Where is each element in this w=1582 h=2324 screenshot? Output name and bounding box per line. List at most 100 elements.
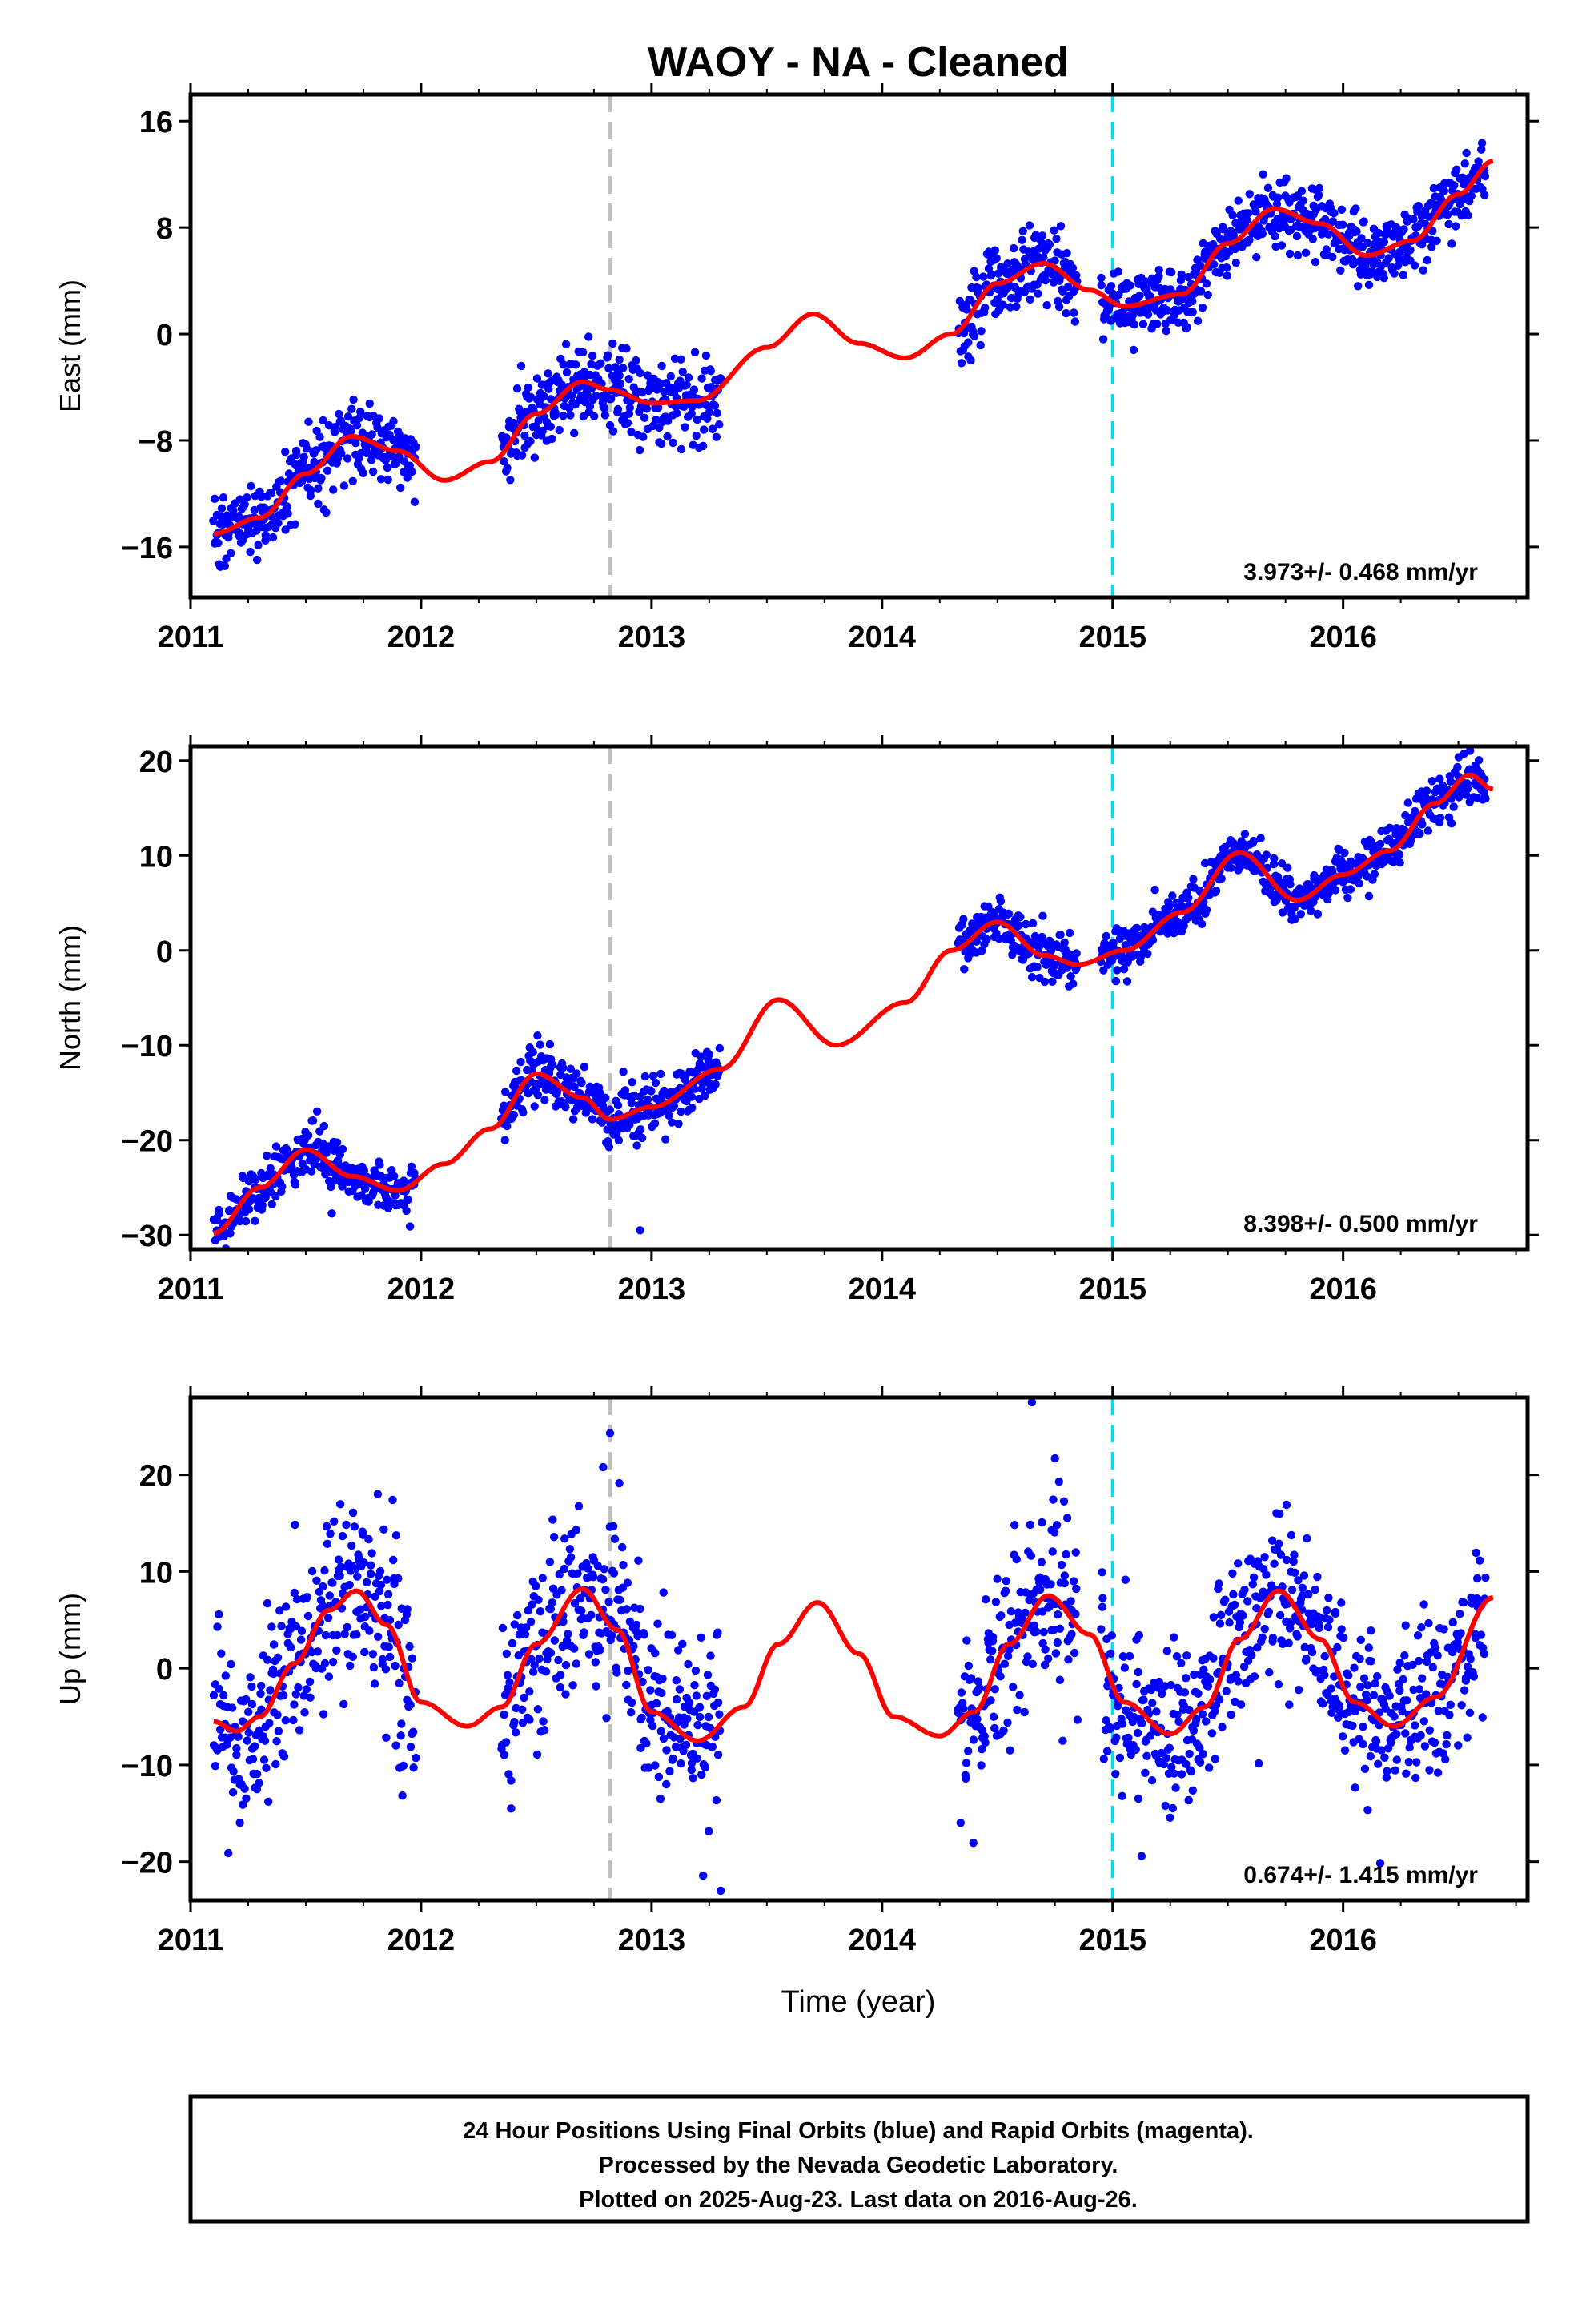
up-data-point	[1463, 1733, 1472, 1742]
north-data-point	[1422, 786, 1431, 795]
up-data-point	[364, 1534, 373, 1544]
east-data-point	[410, 497, 420, 506]
up-data-point	[687, 1765, 696, 1775]
east-data-point	[329, 485, 338, 494]
east-data-point	[677, 355, 685, 364]
east-data-point	[701, 351, 711, 360]
north-data-point	[588, 1115, 597, 1124]
east-data-point	[1072, 271, 1081, 280]
north-data-point	[548, 1060, 557, 1069]
up-data-point	[395, 1679, 404, 1688]
up-data-point	[1356, 1683, 1365, 1691]
up-data-point	[1367, 1657, 1375, 1666]
east-data-point	[1222, 263, 1231, 272]
up-data-point	[549, 1533, 559, 1542]
up-data-point	[325, 1591, 334, 1600]
east-data-point	[1364, 280, 1374, 289]
up-data-point	[361, 1612, 370, 1622]
east-data-point	[1367, 267, 1376, 276]
up-data-point	[1355, 1655, 1364, 1663]
up-data-point	[399, 1761, 408, 1771]
north-data-point	[1165, 903, 1174, 911]
east-data-point	[604, 351, 612, 360]
east-data-point	[383, 463, 392, 472]
north-data-point	[1030, 931, 1040, 941]
up-data-point	[1307, 1647, 1317, 1657]
up-data-point	[350, 1522, 359, 1531]
up-data-point	[376, 1580, 386, 1590]
up-data-point	[1098, 1602, 1107, 1611]
up-data-point	[263, 1598, 272, 1608]
up-data-point	[1395, 1686, 1404, 1695]
east-data-point	[1314, 191, 1323, 199]
up-data-point	[696, 1712, 705, 1722]
up-data-point	[227, 1659, 235, 1669]
north-data-point	[711, 1080, 720, 1089]
east-data-point	[1299, 196, 1307, 205]
up-data-point	[996, 1672, 1005, 1681]
up-data-point	[1162, 1647, 1172, 1655]
up-data-point	[1211, 1755, 1220, 1763]
up-data-point	[520, 1693, 528, 1703]
up-data-point	[1182, 1674, 1191, 1683]
up-data-point	[576, 1594, 585, 1603]
east-data-point	[373, 423, 382, 432]
east-data-point	[1277, 241, 1287, 250]
up-data-point	[291, 1622, 301, 1631]
x-axis-label: Time (year)	[781, 1985, 936, 2019]
east-data-point	[1301, 248, 1311, 257]
north-data-point	[1040, 977, 1050, 987]
east-data-point	[690, 348, 700, 356]
east-data-point	[1474, 157, 1483, 166]
east-data-point	[276, 476, 285, 485]
north-data-point	[241, 1216, 251, 1226]
up-data-point	[1118, 1719, 1127, 1728]
up-data-point	[1294, 1576, 1303, 1585]
up-data-point	[619, 1561, 628, 1570]
east-data-point	[530, 453, 539, 462]
up-data-point	[1010, 1521, 1019, 1530]
up-data-point	[335, 1500, 345, 1509]
up-data-point	[1230, 1600, 1239, 1610]
up-data-point	[1480, 1649, 1489, 1659]
up-data-point	[538, 1574, 547, 1582]
up-data-point	[689, 1774, 697, 1783]
up-data-point	[305, 1677, 315, 1687]
north-data-point	[540, 1096, 549, 1104]
up-data-point	[1071, 1548, 1080, 1557]
up-data-point	[712, 1795, 721, 1805]
north-data-point	[1435, 774, 1444, 783]
up-data-point	[986, 1696, 995, 1705]
east-data-point	[697, 374, 706, 383]
east-data-point	[1167, 267, 1176, 277]
up-data-point	[708, 1743, 717, 1751]
up-data-point	[405, 1642, 414, 1651]
east-data-point	[1399, 225, 1408, 234]
north-data-point	[959, 915, 968, 923]
up-data-point	[323, 1539, 332, 1549]
north-data-point	[1463, 784, 1472, 794]
up-data-point	[1227, 1711, 1235, 1719]
up-data-point	[1055, 1624, 1065, 1634]
up-data-point	[1393, 1665, 1402, 1674]
up-data-point	[989, 1712, 998, 1721]
up-data-point	[302, 1685, 311, 1694]
north-data-point	[1016, 912, 1025, 922]
north-data-point	[1453, 762, 1462, 772]
up-data-point	[332, 1646, 341, 1655]
east-data-point	[1018, 227, 1027, 235]
up-data-point	[1356, 1635, 1365, 1644]
north-data-point	[1122, 977, 1132, 986]
up-data-point	[629, 1642, 638, 1651]
up-data-point	[1417, 1623, 1426, 1632]
up-data-point	[1323, 1622, 1333, 1632]
east-data-point	[596, 359, 605, 368]
east-data-point	[211, 494, 219, 503]
east-data-point	[347, 404, 356, 413]
east-data-point	[343, 412, 353, 421]
up-data-point	[604, 1598, 613, 1606]
up-data-point	[1260, 1553, 1269, 1562]
up-data-point	[262, 1763, 271, 1772]
up-data-point	[385, 1652, 395, 1662]
